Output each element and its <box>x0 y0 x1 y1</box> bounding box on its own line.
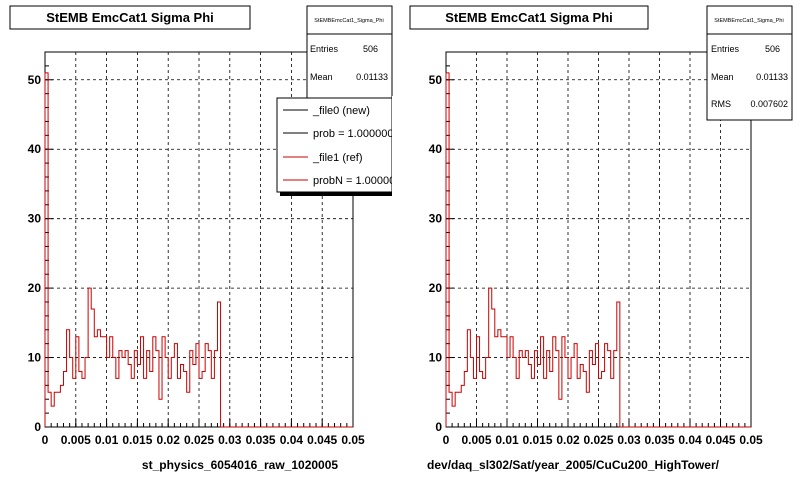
right-x-axis-label: dev/daq_sl302/Sat/year_2005/CuCu200_High… <box>427 458 720 472</box>
left-x-tick-label: 0 <box>42 433 49 447</box>
left-x-tick-label: 0.035 <box>246 433 276 447</box>
left-y-tick-label: 20 <box>28 281 42 295</box>
right-chart-title: StEMB EmcCat1 Sigma Phi <box>445 10 613 25</box>
left-y-tick-label: 10 <box>28 351 42 365</box>
right-x-tick-label: 0.045 <box>705 433 735 447</box>
right-x-tick-label: 0.025 <box>583 433 613 447</box>
legend-label-probn: probN = 1.000000 <box>313 175 401 187</box>
right-stats-name: StEMBEmcCat1_Sigma_Phi <box>714 18 783 24</box>
legend-box <box>276 97 393 193</box>
left-stats-entries-label: Entries <box>310 44 339 54</box>
left-x-tick-label: 0.015 <box>122 433 152 447</box>
right-stats-entries-value: 506 <box>765 44 780 54</box>
left-x-tick-label: 0.045 <box>307 433 337 447</box>
right-stats-mean-value: 0.01133 <box>756 72 788 82</box>
right-x-tick-label: 0.05 <box>739 433 763 447</box>
left-y-tick-label: 0 <box>34 420 41 434</box>
right-y-tick-label: 50 <box>429 73 443 87</box>
right-title-box <box>409 5 649 30</box>
right-panel: 0 0.005 0.01 0.015 0.02 0.025 0.03 0.035 0.04 0.0… <box>409 5 793 472</box>
right-x-tick-label: 0.015 <box>522 433 552 447</box>
right-x-tick-label: 0.035 <box>644 433 674 447</box>
legend-label-file1: _file1 (ref) <box>312 152 363 164</box>
right-stats-box <box>706 5 793 121</box>
legend-edge-mask <box>392 96 404 198</box>
right-x-tick-label: 0.005 <box>461 433 491 447</box>
left-x-tick-label: 0.01 <box>95 433 119 447</box>
left-stats-mean-value: 0.01133 <box>356 72 388 82</box>
left-x-tick-label: 0.03 <box>218 433 242 447</box>
left-y-tick-label: 50 <box>28 73 42 87</box>
left-axes: 0 0.005 0.01 0.015 0.02 0.025 0.03 0.035 0.04 0.0… <box>28 51 365 447</box>
left-stats-name: StEMBEmcCat1_Sigma_Phi <box>314 18 383 24</box>
right-stats-mean-label: Mean <box>711 72 734 82</box>
left-y-tick-label: 30 <box>28 212 42 226</box>
left-panel: 0 0.005 0.01 0.015 0.02 0.025 0.03 0.035 0.04 0.0… <box>9 5 404 472</box>
right-x-tick-label: 0.01 <box>495 433 519 447</box>
right-axes: 0 0.005 0.01 0.015 0.02 0.025 0.03 0.035 0.04 0.0… <box>429 51 763 447</box>
left-x-tick-label: 0.04 <box>280 433 304 447</box>
left-x-tick-label: 0.02 <box>157 433 181 447</box>
left-x-tick-label: 0.025 <box>184 433 214 447</box>
left-title-box <box>9 5 251 30</box>
left-stats-entries-value: 506 <box>363 44 378 54</box>
right-y-tick-label: 10 <box>429 351 443 365</box>
right-y-tick-label: 0 <box>435 420 442 434</box>
right-y-tick-label: 40 <box>429 142 443 156</box>
right-y-tick-label: 30 <box>429 212 443 226</box>
left-y-tick-label: 40 <box>28 142 42 156</box>
left-chart-title: StEMB EmcCat1 Sigma Phi <box>46 10 214 25</box>
right-x-tick-label: 0.03 <box>617 433 641 447</box>
left-x-tick-label: 0.005 <box>61 433 91 447</box>
left-histogram-line <box>44 72 353 428</box>
right-stats-rms-value: 0.007602 <box>750 99 788 109</box>
left-x-tick-label: 0.05 <box>341 433 365 447</box>
right-stats-entries-label: Entries <box>711 44 740 54</box>
left-stats-mean-label: Mean <box>310 72 333 82</box>
left-x-axis-label: st_physics_6054016_raw_1020005 <box>142 458 338 472</box>
right-histogram-line <box>445 72 751 428</box>
right-x-tick-label: 0 <box>443 433 450 447</box>
right-y-tick-label: 20 <box>429 281 443 295</box>
right-x-tick-label: 0.02 <box>556 433 580 447</box>
right-x-tick-label: 0.04 <box>678 433 702 447</box>
legend-label-file0: _file0 (new) <box>312 105 370 117</box>
legend-label-prob: prob = 1.000000 <box>313 128 393 140</box>
right-stats-rms-label: RMS <box>711 99 731 109</box>
